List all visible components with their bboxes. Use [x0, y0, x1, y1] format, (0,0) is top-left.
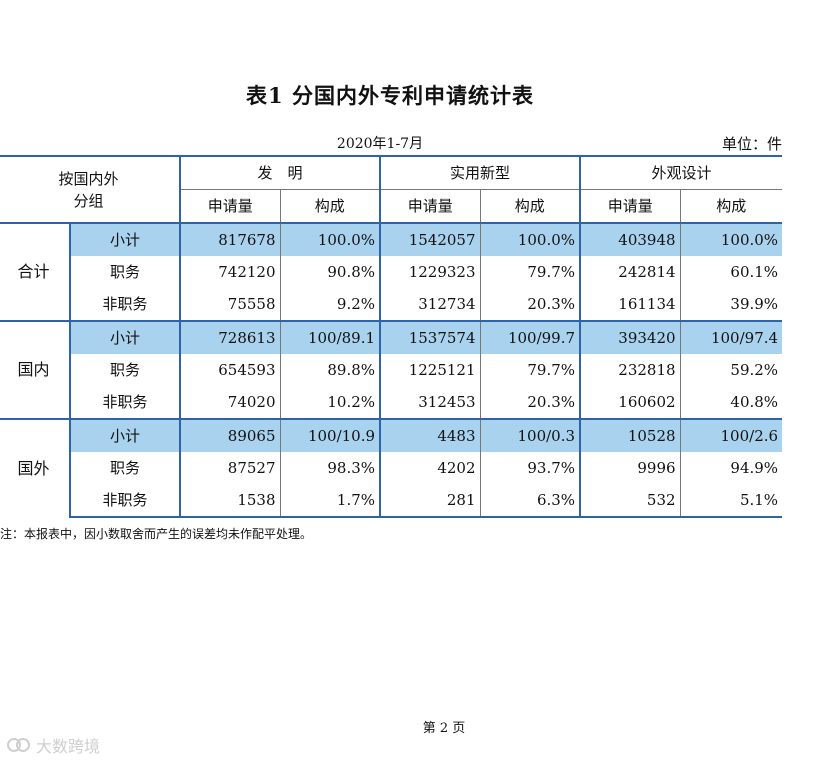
group-name: 国外 — [0, 418, 70, 517]
table-row: 国外 小计 89065 100/10.9 4483 100/0.3 10528 100/2.6 — [0, 418, 783, 517]
group-column-header: 按国内外 分组 — [0, 155, 181, 223]
watermark-text: 大数跨境 — [36, 737, 101, 756]
applications-cell: 1225121 — [379, 354, 481, 386]
table-row: 职务 742120 90.8% 1229323 79.7% 242814 60.1% — [0, 256, 783, 288]
share-cell: 100.0% — [679, 222, 783, 256]
applications-cell: 160602 — [579, 386, 681, 419]
share-cell: 100.0% — [479, 222, 581, 256]
share-cell: 40.8% — [679, 386, 783, 419]
applications-cell: 75558 — [179, 288, 281, 321]
subcol-share: 构成 — [679, 189, 783, 223]
applications-cell: 312734 — [379, 288, 481, 321]
share-cell: 79.7% — [479, 256, 581, 288]
applications-cell: 1537574 — [379, 320, 481, 354]
applications-cell: 1229323 — [379, 256, 481, 288]
share-cell: 10.2% — [279, 386, 381, 419]
share-cell: 20.3% — [479, 288, 581, 321]
share-cell: 98.3% — [279, 452, 381, 484]
applications-cell: 232818 — [579, 354, 681, 386]
share-cell: 60.1% — [679, 256, 783, 288]
share-cell: 1.7% — [279, 484, 381, 518]
applications-cell: 312453 — [379, 386, 481, 419]
subcol-share: 构成 — [479, 189, 581, 223]
subcol-applications: 申请量 — [579, 189, 681, 223]
group-name: 合计 — [0, 222, 70, 321]
share-cell: 94.9% — [679, 452, 783, 484]
table-row: 职务 87527 98.3% 4202 93.7% 9996 94.9% — [0, 452, 783, 484]
share-cell: 90.8% — [279, 256, 381, 288]
group-header-line2: 分组 — [73, 191, 104, 210]
table-row: 职务 654593 89.8% 1225121 79.7% 232818 59.2% — [0, 354, 783, 386]
applications-cell: 89065 — [179, 418, 281, 452]
patent-statistics-table: 按国内外 分组 发 明 实用新型 外观设计 申请量 构成 申请量 构成 申请量 … — [0, 155, 783, 518]
share-cell: 6.3% — [479, 484, 581, 518]
unit-label: 单位：件 — [721, 135, 782, 153]
report-period: 2020年1-7月 — [336, 136, 424, 152]
applications-cell: 4483 — [379, 418, 481, 452]
applications-cell: 1542057 — [379, 222, 481, 256]
applications-cell: 9996 — [579, 452, 681, 484]
footnote: 注：本报表中，因小数取舍而产生的误差均未作配平处理。 — [0, 527, 313, 541]
applications-cell: 10528 — [579, 418, 681, 452]
row-label: 职务 — [68, 354, 181, 386]
applications-cell: 242814 — [579, 256, 681, 288]
table-row: 非职务 1538 1.7% 281 6.3% 532 5.1% — [0, 484, 783, 518]
share-cell: 100/0.3 — [479, 418, 581, 452]
applications-cell: 393420 — [579, 320, 681, 354]
applications-cell: 728613 — [179, 320, 281, 354]
group-header-line1: 按国内外 — [58, 169, 119, 188]
watermark-logo-icon — [7, 738, 30, 752]
applications-cell: 654593 — [179, 354, 281, 386]
share-cell: 100/2.6 — [679, 418, 783, 452]
applications-cell: 742120 — [179, 256, 281, 288]
applications-cell: 532 — [579, 484, 681, 518]
applications-cell: 1538 — [179, 484, 281, 518]
table-body: 合计 小计 817678 100.0% 1542057 100.0% 403948 100.0… — [0, 222, 783, 518]
category-design-header: 外观设计 — [579, 155, 783, 190]
table-row: 国内 小计 728613 100/89.1 1537574 100/99.7 393420 1… — [0, 320, 783, 419]
share-cell: 9.2% — [279, 288, 381, 321]
group-name: 国内 — [0, 320, 70, 419]
applications-cell: 87527 — [179, 452, 281, 484]
subcol-applications: 申请量 — [379, 189, 481, 223]
subcol-share: 构成 — [279, 189, 381, 223]
share-cell: 100/97.4 — [679, 320, 783, 354]
table-row: 合计 小计 817678 100.0% 1542057 100.0% 403948 100.0… — [0, 222, 783, 321]
table-row: 非职务 75558 9.2% 312734 20.3% 161134 39.9% — [0, 288, 783, 321]
share-cell: 5.1% — [679, 484, 783, 518]
row-label: 非职务 — [68, 288, 181, 321]
share-cell: 100/10.9 — [279, 418, 381, 452]
applications-cell: 161134 — [579, 288, 681, 321]
page-number: 第 2 页 — [422, 721, 466, 736]
row-label: 小计 — [68, 320, 181, 354]
share-cell: 39.9% — [679, 288, 783, 321]
applications-cell: 74020 — [179, 386, 281, 419]
applications-cell: 4202 — [379, 452, 481, 484]
row-label: 小计 — [68, 418, 181, 452]
applications-cell: 281 — [379, 484, 481, 518]
table-title: 表1 分国内外专利申请统计表 — [246, 83, 534, 108]
row-label: 非职务 — [68, 484, 181, 518]
category-invention-header: 发 明 — [179, 155, 381, 190]
category-utility-model-header: 实用新型 — [379, 155, 581, 190]
watermark: 大数跨境 — [6, 733, 100, 757]
share-cell: 20.3% — [479, 386, 581, 419]
applications-cell: 817678 — [179, 222, 281, 256]
subcol-applications: 申请量 — [179, 189, 281, 223]
share-cell: 59.2% — [679, 354, 783, 386]
share-cell: 100/89.1 — [279, 320, 381, 354]
share-cell: 79.7% — [479, 354, 581, 386]
row-label: 职务 — [68, 452, 181, 484]
row-label: 非职务 — [68, 386, 181, 419]
row-label: 职务 — [68, 256, 181, 288]
table-row: 非职务 74020 10.2% 312453 20.3% 160602 40.8% — [0, 386, 783, 419]
share-cell: 93.7% — [479, 452, 581, 484]
row-label: 小计 — [68, 222, 181, 256]
share-cell: 89.8% — [279, 354, 381, 386]
share-cell: 100/99.7 — [479, 320, 581, 354]
applications-cell: 403948 — [579, 222, 681, 256]
share-cell: 100.0% — [279, 222, 381, 256]
